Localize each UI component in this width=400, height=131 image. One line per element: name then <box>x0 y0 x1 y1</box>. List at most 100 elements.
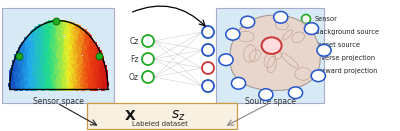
Point <box>45 35 52 37</box>
Point <box>22 80 29 82</box>
Point <box>42 53 48 55</box>
Point <box>51 42 57 44</box>
Point <box>25 41 31 43</box>
Point <box>22 74 28 77</box>
Point <box>40 31 47 34</box>
Point <box>56 25 63 28</box>
Point <box>34 84 40 86</box>
Point <box>56 63 62 66</box>
Point <box>74 31 81 33</box>
Point <box>28 35 34 37</box>
Point <box>83 66 89 68</box>
Point <box>38 80 44 82</box>
Point <box>67 76 74 78</box>
Point <box>62 31 68 33</box>
Point <box>25 54 31 57</box>
Point <box>22 77 29 79</box>
Point <box>76 52 82 54</box>
Point <box>29 77 35 79</box>
Point <box>48 67 54 69</box>
Point <box>75 60 81 62</box>
Point <box>50 55 57 57</box>
Point <box>25 81 31 83</box>
Point <box>10 86 16 89</box>
Point <box>60 65 66 67</box>
Point <box>32 58 38 60</box>
Point <box>36 46 43 48</box>
Point <box>10 66 17 68</box>
Point <box>10 75 17 77</box>
Point <box>14 77 21 79</box>
Point <box>80 80 86 82</box>
Point <box>85 64 92 66</box>
Point <box>47 45 53 47</box>
Point <box>37 59 44 61</box>
Point <box>60 75 66 78</box>
Point <box>57 40 63 42</box>
Point <box>48 30 54 32</box>
Point <box>12 66 18 68</box>
Point <box>40 27 47 29</box>
Point <box>40 35 47 37</box>
Point <box>43 45 50 47</box>
Point <box>59 75 66 77</box>
Point <box>78 67 85 69</box>
Point <box>27 83 33 85</box>
Point <box>55 65 61 67</box>
Point <box>73 46 80 48</box>
Point <box>44 84 50 87</box>
Point <box>94 54 101 56</box>
Point <box>54 72 60 75</box>
Point <box>20 59 27 61</box>
Point <box>62 82 68 84</box>
Point <box>35 27 42 29</box>
Point <box>64 63 71 65</box>
Point <box>93 50 100 53</box>
Point <box>74 41 81 43</box>
Point <box>44 79 51 81</box>
Point <box>84 73 90 75</box>
Point <box>51 65 57 67</box>
Point <box>70 35 77 37</box>
Point <box>13 55 20 57</box>
Point <box>93 65 99 67</box>
Point <box>66 51 72 53</box>
Point <box>66 27 72 29</box>
Point <box>57 44 63 46</box>
Point <box>89 66 96 69</box>
Point <box>66 84 72 86</box>
Point <box>38 26 44 28</box>
Point <box>65 34 71 37</box>
Point <box>96 60 102 62</box>
Point <box>41 36 47 38</box>
Point <box>89 60 96 62</box>
Point <box>48 83 54 85</box>
Point <box>65 62 71 65</box>
Point <box>64 84 71 86</box>
Point <box>93 56 99 58</box>
Point <box>43 41 49 43</box>
Point <box>92 56 99 58</box>
Point <box>94 63 100 65</box>
Point <box>81 64 87 67</box>
Point <box>73 54 79 57</box>
Point <box>65 72 71 74</box>
Point <box>41 79 47 81</box>
Point <box>38 56 44 58</box>
Point <box>62 51 68 54</box>
Point <box>80 68 86 70</box>
Point <box>30 65 36 67</box>
Point <box>88 42 94 44</box>
Point <box>72 64 79 67</box>
Point <box>78 72 84 74</box>
Point <box>38 59 44 61</box>
Point <box>10 79 16 81</box>
Point <box>69 51 75 53</box>
Point <box>34 43 41 45</box>
Point <box>41 77 48 79</box>
Point <box>61 31 67 33</box>
Point <box>69 36 75 38</box>
Point <box>50 62 57 64</box>
Point <box>24 82 31 84</box>
Point <box>85 51 92 53</box>
